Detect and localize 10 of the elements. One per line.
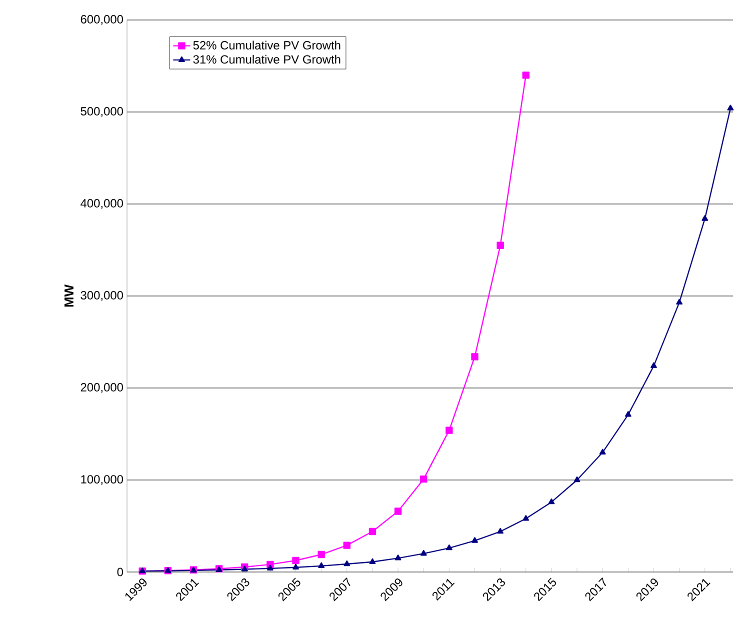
- y-tick-label: 600,000: [80, 15, 124, 25]
- legend-label: 31% Cumulative PV Growth: [193, 54, 340, 64]
- y-tick-label: 300,000: [80, 291, 124, 301]
- y-tick-label: 0: [117, 568, 124, 576]
- y-tick-label: 500,000: [80, 107, 124, 117]
- legend-label: 52% Cumulative PV Growth: [193, 40, 340, 50]
- y-axis-title: MW: [64, 284, 74, 307]
- y-tick-label: 200,000: [80, 383, 124, 393]
- y-tick-label: 400,000: [80, 199, 124, 209]
- y-tick-label: 100,000: [81, 475, 124, 485]
